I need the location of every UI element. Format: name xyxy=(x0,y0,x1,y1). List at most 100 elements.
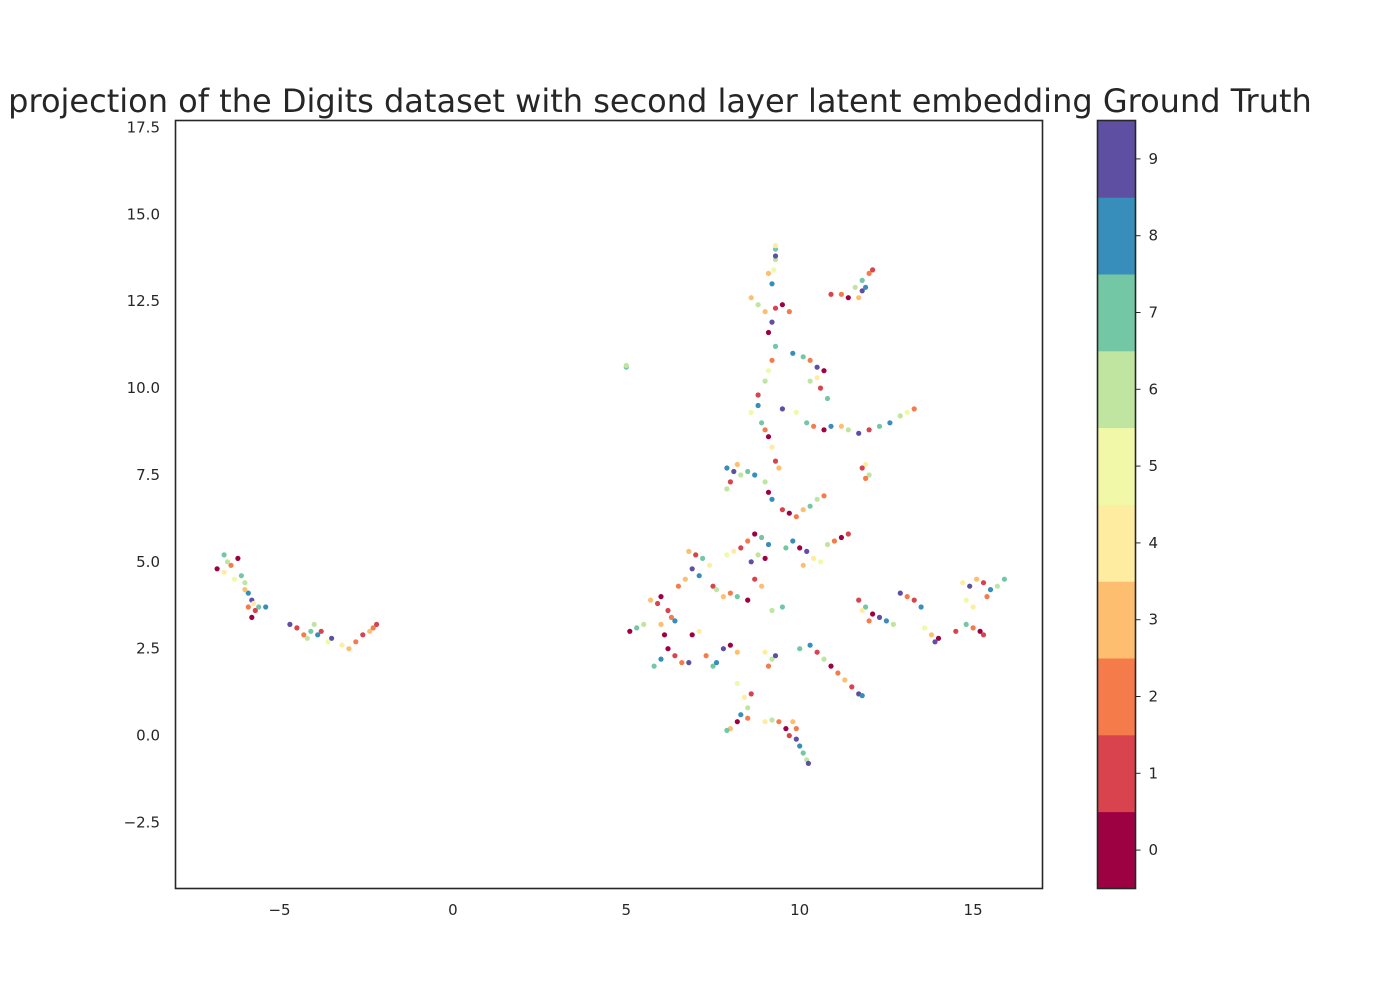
scatter-point-50 xyxy=(665,646,671,652)
scatter-point-37 xyxy=(627,628,633,634)
scatter-point-94 xyxy=(734,680,740,687)
colorbar-labels: 0 1 2 3 4 5 6 7 8 9 xyxy=(1135,150,1159,859)
scatter-point-123 xyxy=(762,479,768,485)
scatter-point-46 xyxy=(658,621,664,628)
scatter-point-236 xyxy=(953,628,959,634)
scatter-point-146 xyxy=(790,350,796,356)
scatter-point-170 xyxy=(828,291,834,297)
scatter-point-34 xyxy=(325,639,331,645)
scatter-point-135 xyxy=(779,302,786,308)
scatter-point-206 xyxy=(838,534,845,541)
scatter-point-182 xyxy=(863,475,869,481)
scatter-point-174 xyxy=(859,277,865,283)
y-tick-label: 12.5 xyxy=(127,292,160,310)
y-tick-label: 15.0 xyxy=(127,205,160,223)
scatter-point-31 xyxy=(367,628,373,634)
scatter-point-78 xyxy=(745,538,751,544)
scatter-point-158 xyxy=(828,423,834,429)
scatter-point-150 xyxy=(821,368,827,374)
scatter-point-83 xyxy=(755,552,761,558)
colorbar-label: 3 xyxy=(1149,611,1159,629)
scatter-point-82 xyxy=(748,559,754,565)
scatter-point-62 xyxy=(675,583,682,589)
scatter-point-116 xyxy=(755,402,761,409)
scatter-point-136 xyxy=(786,309,792,315)
scatter-point-76 xyxy=(731,548,737,555)
scatter-point-3 xyxy=(235,555,241,562)
y-tick-label: 0.0 xyxy=(136,727,160,745)
scatter-point-191 xyxy=(734,461,740,468)
scatter-point-44 xyxy=(668,614,675,621)
scatter-point-25 xyxy=(304,635,310,641)
scatter-point-143 xyxy=(772,243,779,249)
scatter-point-155 xyxy=(804,420,810,426)
scatter-point-147 xyxy=(800,354,806,360)
scatter-point-68 xyxy=(700,555,706,562)
scatter-point-89 xyxy=(779,604,786,610)
scatter-point-183 xyxy=(859,465,865,471)
scatter-point-228 xyxy=(821,656,827,662)
scatter-point-164 xyxy=(887,420,893,426)
scatter-point-178 xyxy=(859,288,865,294)
scatter-point-65 xyxy=(696,573,702,579)
scatter-point-88 xyxy=(769,607,775,614)
scatter-point-203 xyxy=(817,559,824,565)
scatter-point-184 xyxy=(724,465,730,471)
colorbar-label: 4 xyxy=(1149,534,1159,552)
scatter-point-77 xyxy=(738,545,744,551)
scatter-point-234 xyxy=(859,693,865,699)
y-tick-label: 7.5 xyxy=(136,466,160,484)
scatter-point-214 xyxy=(883,618,890,624)
scatter-point-238 xyxy=(970,625,976,631)
scatter-point-207 xyxy=(845,531,851,537)
scatter-point-243 xyxy=(980,580,987,586)
scatter-point-119 xyxy=(765,434,772,440)
x-tick-label: −5 xyxy=(268,901,290,919)
colorbar-frame xyxy=(1096,119,1137,890)
colorbar-label: 8 xyxy=(1149,227,1159,245)
scatter-point-30 xyxy=(360,632,366,638)
scatter-point-125 xyxy=(769,496,775,502)
scatter-point-145 xyxy=(765,270,772,276)
scatter-point-172 xyxy=(845,295,851,301)
colorbar-label: 7 xyxy=(1149,304,1159,322)
scatter-point-154 xyxy=(793,409,799,415)
x-tick-label: 10 xyxy=(790,901,809,919)
scatter-point-98 xyxy=(745,715,751,721)
scatter-point-75 xyxy=(724,552,730,558)
scatter-point-127 xyxy=(762,378,768,384)
scatter-point-250 xyxy=(960,580,966,586)
scatter-point-196 xyxy=(807,503,813,509)
scatter-point-225 xyxy=(932,639,938,645)
scatter-point-67 xyxy=(693,552,699,558)
scatter-point-32 xyxy=(370,625,376,631)
scatter-point-152 xyxy=(817,385,824,391)
scatter-point-22 xyxy=(311,621,317,628)
scatter-point-106 xyxy=(783,726,789,732)
scatter-point-87 xyxy=(759,583,765,589)
scatter-point-128 xyxy=(765,368,772,374)
scatter-point-27 xyxy=(339,642,345,648)
x-axis-ticks: −5 0 5 10 15 xyxy=(268,901,982,919)
scatter-point-57 xyxy=(710,663,716,669)
scatter-point-190 xyxy=(724,486,730,492)
scatter-point-209 xyxy=(800,562,806,568)
scatter-point-55 xyxy=(696,628,702,634)
scatter-point-101 xyxy=(724,727,730,734)
scatter-point-222 xyxy=(922,625,928,631)
scatter-point-54 xyxy=(689,632,695,638)
scatter-point-217 xyxy=(859,607,865,614)
scatter-point-151 xyxy=(807,378,813,384)
scatter-point-223 xyxy=(928,632,935,638)
scatter-point-166 xyxy=(904,409,910,415)
scatter-point-168 xyxy=(824,395,831,402)
scatter-point-107 xyxy=(786,733,792,739)
colorbar-segment-3 xyxy=(1097,581,1136,659)
scatter-point-26 xyxy=(329,635,335,641)
colorbar-segment-4 xyxy=(1097,504,1136,582)
scatter-point-12 xyxy=(249,614,255,621)
scatter-point-41 xyxy=(655,600,661,607)
scatter-point-202 xyxy=(811,555,817,562)
scatter-point-156 xyxy=(811,423,817,429)
scatter-point-104 xyxy=(769,717,775,723)
